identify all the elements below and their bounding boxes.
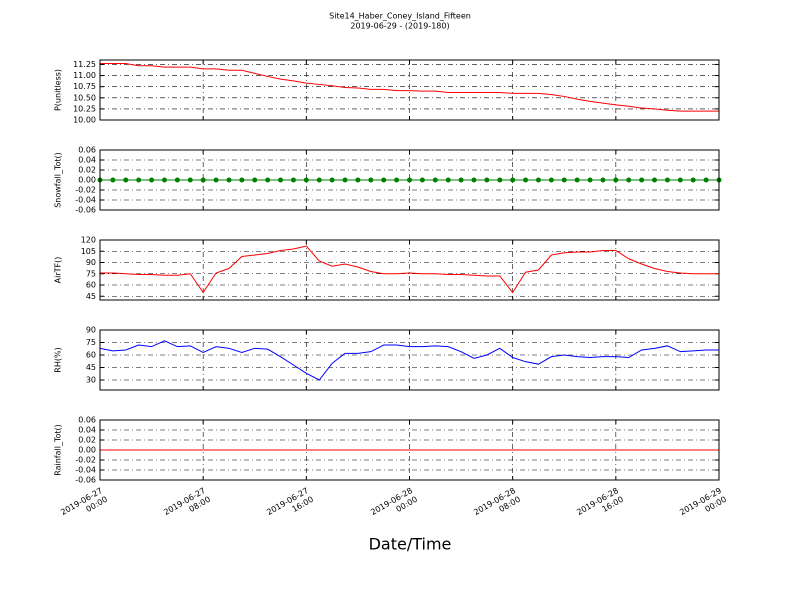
data-point (613, 177, 619, 183)
plot-frame (99, 59, 720, 121)
y-tick-label: -0.02 (75, 456, 96, 465)
data-point (407, 177, 412, 183)
y-axis-title: RH(%) (54, 347, 63, 372)
data-point (303, 177, 309, 183)
y-tick-label: 45 (86, 363, 96, 372)
y-tick-label: 10.00 (73, 116, 96, 125)
y-axis-title: AirTF() (54, 257, 63, 284)
data-point (329, 177, 335, 183)
y-tick-label: -0.04 (75, 466, 96, 475)
data-point (703, 177, 709, 183)
data-point (510, 177, 516, 183)
data-point (342, 177, 348, 183)
data-point (574, 177, 580, 183)
data-point (600, 177, 606, 183)
plot-frame (99, 419, 720, 481)
data-line (99, 340, 719, 381)
data-point (110, 177, 116, 183)
data-point (677, 177, 683, 183)
data-line (100, 245, 719, 294)
data-line (100, 63, 719, 112)
plot-frame (99, 329, 720, 391)
data-point (265, 177, 271, 183)
data-point (535, 177, 541, 183)
y-axis-title: Snowfall_Tot() (54, 152, 63, 208)
data-point (652, 177, 658, 183)
y-tick-label: 10.75 (73, 82, 96, 91)
data-point (239, 177, 245, 183)
y-tick-label: 0.06 (78, 146, 96, 155)
data-point (174, 177, 180, 183)
data-point (200, 177, 206, 183)
y-tick-label: 0.00 (78, 446, 96, 455)
data-point (471, 177, 477, 183)
data-point (381, 177, 387, 183)
data-point (187, 177, 193, 183)
y-tick-label: -0.06 (75, 206, 96, 215)
y-tick-label: 90 (86, 326, 96, 335)
y-tick-label: 75 (86, 338, 96, 347)
y-tick-label: -0.02 (75, 186, 96, 195)
data-point (458, 177, 464, 183)
y-axis-title: P(unitless) (54, 69, 63, 111)
y-tick-label: 0.00 (78, 176, 96, 185)
data-point (561, 177, 567, 183)
y-tick-label: 90 (86, 258, 96, 267)
data-point (123, 177, 129, 183)
y-tick-label: 0.02 (78, 436, 96, 445)
data-point (432, 177, 438, 183)
y-tick-label: -0.06 (75, 476, 96, 485)
data-point (394, 177, 400, 183)
y-tick-label: 0.04 (78, 426, 96, 435)
data-point (226, 177, 232, 183)
data-point (136, 177, 142, 183)
y-tick-label: 10.25 (73, 104, 96, 113)
y-tick-label: -0.04 (75, 196, 96, 205)
data-point (213, 177, 219, 183)
data-point (368, 177, 374, 183)
data-point (497, 177, 503, 183)
chart-title: Site14_Haber_Coney_Island_Fifteen (329, 12, 471, 21)
data-point (252, 177, 258, 183)
y-tick-label: 60 (86, 351, 96, 360)
y-tick-label: 0.06 (78, 416, 96, 425)
chart-subtitle: 2019-06-29 - (2019-180) (350, 22, 449, 31)
y-tick-label: 105 (81, 247, 96, 256)
data-point (690, 177, 696, 183)
data-point (355, 177, 361, 183)
data-point (316, 177, 322, 183)
data-point (278, 177, 284, 183)
y-tick-label: 120 (81, 236, 96, 245)
data-point (445, 177, 451, 183)
y-tick-label: 60 (86, 281, 96, 290)
data-point (639, 177, 645, 183)
data-point (484, 177, 490, 183)
y-tick-label: 10.50 (73, 93, 96, 102)
data-point (587, 177, 593, 183)
y-tick-label: 11.00 (73, 71, 96, 80)
y-tick-label: 30 (86, 376, 96, 385)
plot-frame (99, 239, 720, 301)
x-axis-title: Date/Time (369, 535, 452, 554)
y-tick-label: 45 (86, 292, 96, 301)
y-axis-title: Rainfall_Tot() (54, 424, 63, 476)
plot-frame (99, 149, 720, 211)
y-tick-label: 0.02 (78, 166, 96, 175)
data-point (523, 177, 529, 183)
data-point (161, 177, 167, 183)
data-point (290, 177, 296, 183)
data-point (149, 177, 155, 183)
data-point (548, 177, 554, 183)
y-tick-label: 75 (86, 269, 96, 278)
data-point (664, 177, 670, 183)
data-point (626, 177, 632, 183)
y-tick-label: 11.25 (73, 60, 96, 69)
y-tick-label: 0.04 (78, 156, 96, 165)
data-point (419, 177, 425, 183)
